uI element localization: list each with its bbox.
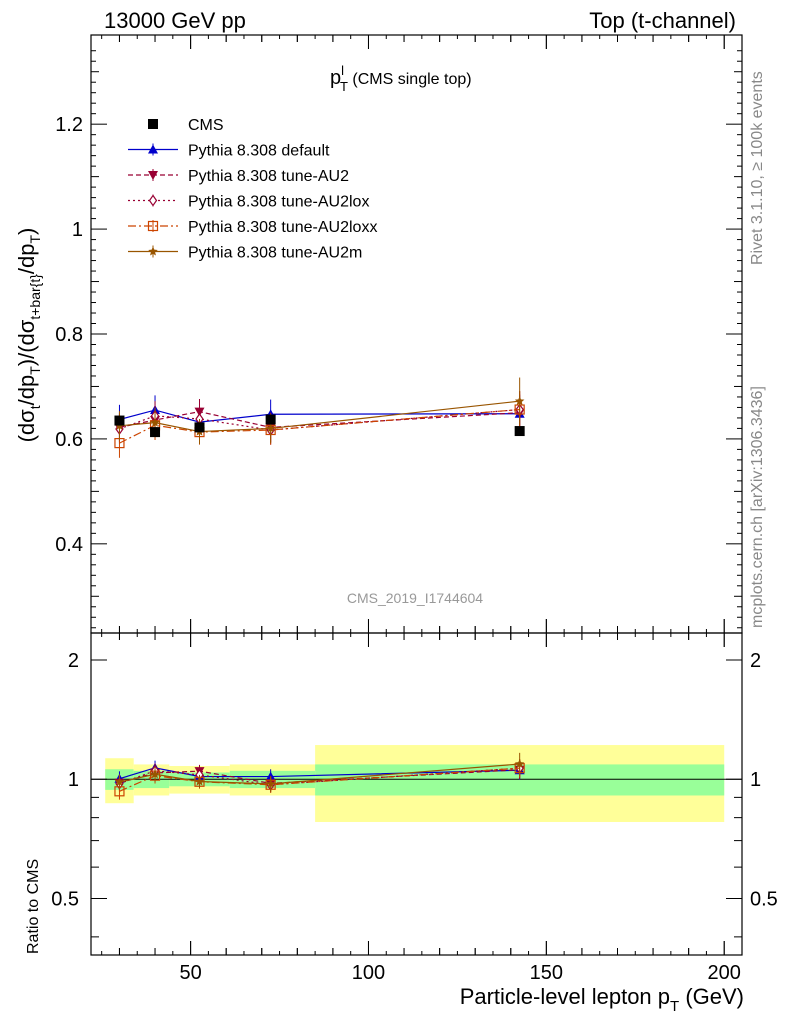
x-axis-label: Particle-level lepton pT (GeV) xyxy=(460,984,744,1015)
title-main: p xyxy=(330,67,341,89)
legend-label: Pythia 8.308 tune-AU2m xyxy=(188,245,362,262)
x-tick-label: 150 xyxy=(530,962,563,984)
legend-marker xyxy=(148,119,158,129)
header-left: 13000 GeV pp xyxy=(104,8,246,33)
mcplots-label: mcplots.cern.ch [arXiv:1306.3436] xyxy=(749,386,766,628)
series-pythia-8-308-tune-au2lox xyxy=(115,391,524,445)
series-line xyxy=(119,408,520,431)
legend-label: Pythia 8.308 tune-AU2 xyxy=(188,168,349,185)
legend-entry: Pythia 8.308 tune-AU2loxx xyxy=(128,219,377,236)
legend-label: Pythia 8.308 tune-AU2loxx xyxy=(188,219,377,236)
ratio-panel-series xyxy=(114,752,525,800)
y-tick-label: 1 xyxy=(72,219,83,241)
series-point xyxy=(265,423,276,433)
ratio-frame xyxy=(90,632,743,956)
y-axis-label-ratio: Ratio to CMS xyxy=(25,859,42,954)
ratio-panel-bands xyxy=(91,745,742,822)
legend-label: Pythia 8.308 default xyxy=(188,143,330,160)
series-point xyxy=(150,417,160,427)
axes: 50 100 150 200 0.4 0.6 0.8 1 1.2 0.5 0.5 1 1 2 2 xyxy=(51,34,778,984)
data-point xyxy=(150,427,161,438)
y-tick-label: 0.4 xyxy=(55,534,83,556)
title-suffix: (CMS single top) xyxy=(348,71,472,88)
legend: CMS Pythia 8.308 default Pythia 8.308 tune… xyxy=(128,117,377,262)
ratio-y-tick-label-right: 0.5 xyxy=(750,888,778,910)
data-point xyxy=(114,415,125,426)
legend-marker xyxy=(148,194,158,207)
analysis-watermark: CMS_2019_I1744604 xyxy=(347,590,483,606)
ratio-point xyxy=(150,769,160,779)
x-tick-label: 50 xyxy=(179,962,201,984)
series-pythia-8-308-default xyxy=(114,395,525,435)
y-tick-label: 0.6 xyxy=(55,429,83,451)
legend-label: CMS xyxy=(188,117,224,134)
ratio-series-line xyxy=(119,767,520,786)
series-line xyxy=(119,409,520,423)
legend-entry: Pythia 8.308 tune-AU2lox xyxy=(128,194,369,211)
ratio-point xyxy=(114,776,125,787)
ratio-y-tick-label: 2 xyxy=(68,650,79,672)
data-point xyxy=(514,426,525,437)
legend-entry: Pythia 8.308 default xyxy=(128,143,330,160)
x-tick-label: 200 xyxy=(708,962,741,984)
ratio-point xyxy=(514,759,525,769)
ratio-point xyxy=(194,776,205,786)
legend-marker xyxy=(148,171,158,180)
ratio-series-pythia-8-308-tune-au2m xyxy=(114,752,525,792)
plot-title: pl T (CMS single top) xyxy=(330,63,472,94)
title-sub: T xyxy=(340,79,348,94)
series-cms-data xyxy=(114,414,525,438)
ratio-y-tick-label: 0.5 xyxy=(51,888,79,910)
title-sup: l xyxy=(341,63,344,78)
data-point xyxy=(194,422,205,433)
legend-label: Pythia 8.308 tune-AU2lox xyxy=(188,194,369,211)
legend-entry: Pythia 8.308 tune-AU2m xyxy=(128,245,362,262)
legend-entry: CMS xyxy=(148,117,224,134)
ratio-y-tick-label-right: 2 xyxy=(750,650,761,672)
x-tick-label: 100 xyxy=(352,962,385,984)
legend-marker xyxy=(147,220,159,232)
series-pythia-8-308-tune-au2 xyxy=(114,394,525,443)
ratio-y-tick-label-right: 1 xyxy=(750,769,761,791)
y-tick-label: 0.8 xyxy=(55,324,83,346)
rivet-label: Rivet 3.1.10, ≥ 100k events xyxy=(749,71,766,265)
y-tick-label: 1.2 xyxy=(55,114,83,136)
main-panel-series xyxy=(114,377,525,458)
data-point xyxy=(265,414,276,425)
legend-entry: Pythia 8.308 tune-AU2 xyxy=(128,168,349,185)
legend-marker xyxy=(148,144,158,154)
ratio-point xyxy=(265,778,276,788)
header-right: Top (t-channel) xyxy=(589,8,736,33)
series-point xyxy=(514,396,525,406)
series-pythia-8-308-tune-au2m xyxy=(114,377,525,445)
y-axis-label-main: (dσt/dpT)/(dσt+bar{t}/dpT) xyxy=(14,228,43,443)
legend-marker xyxy=(148,246,158,256)
ratio-y-tick-label: 1 xyxy=(68,769,79,791)
